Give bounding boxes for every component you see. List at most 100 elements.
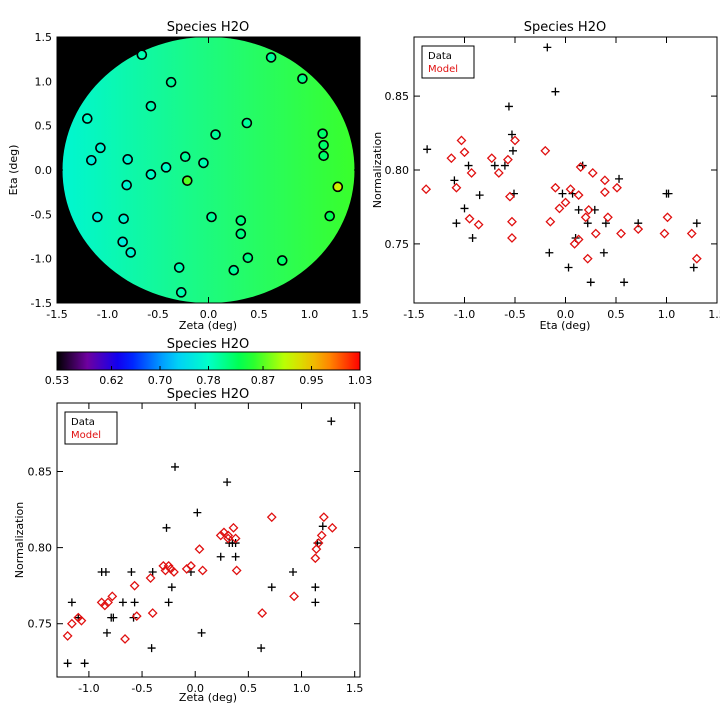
- map-x-tick-label: 0.0: [200, 308, 218, 321]
- eta-data-point: [615, 174, 624, 183]
- zeta-model-point: [223, 533, 234, 544]
- zeta-legend-data: Data: [71, 417, 95, 428]
- map-marker: [86, 154, 97, 166]
- map-x-tick-label: 1.5: [351, 308, 369, 321]
- zeta-model-point: [120, 634, 130, 644]
- zeta-x-tick-label: 1.0: [293, 682, 311, 695]
- eta-x-label: Eta (deg): [540, 319, 591, 332]
- map-marker: [145, 169, 157, 180]
- colorbar-tick-label: 0.95: [299, 374, 324, 387]
- eta-legend-box: [421, 45, 475, 79]
- eta-y-label: Normalization: [371, 132, 384, 208]
- zeta-model-point: [257, 608, 268, 618]
- eta-model-point: [507, 233, 517, 243]
- map-marker: [179, 151, 191, 162]
- eta-data-point: [551, 87, 560, 96]
- eta-model-point: [612, 182, 622, 193]
- zeta-model-point: [223, 530, 234, 541]
- zeta-data-point: [118, 598, 127, 607]
- eta-data-point: [500, 161, 509, 170]
- zeta-model-point: [228, 522, 239, 533]
- zeta-model-point: [310, 553, 321, 564]
- map-panel: Species H2O -1.5 -1.0 -0.5 0.0 0.5 1.0 1.5 -1.…: [7, 20, 369, 332]
- zeta-data-point: [197, 628, 206, 637]
- eta-x-tick-label: -0.5: [504, 308, 525, 321]
- zeta-model-point: [145, 573, 156, 583]
- colorbar-tick-label: 0.70: [148, 374, 173, 387]
- map-marker: [206, 211, 217, 223]
- zeta-data-point: [216, 552, 225, 561]
- eta-data-point: [468, 233, 477, 242]
- eta-model-point: [446, 153, 457, 164]
- zeta-data-point: [148, 567, 157, 576]
- zeta-model-point: [311, 544, 322, 555]
- zeta-data-point: [267, 583, 276, 592]
- eta-y-tick-label: 0.80: [385, 164, 410, 177]
- map-marker: [318, 150, 329, 162]
- zeta-model-point: [107, 591, 118, 602]
- eta-model-point: [686, 228, 697, 239]
- eta-data-point: [452, 219, 461, 228]
- eta-model-point: [459, 147, 470, 158]
- map-x-label: Zeta (deg): [179, 319, 237, 332]
- eta-model-point: [659, 228, 670, 239]
- eta-model-point: [569, 238, 580, 249]
- map-marker: [210, 129, 221, 140]
- eta-data-point: [490, 161, 499, 170]
- map-marker: [121, 179, 132, 191]
- map-y-tick-label: 0.0: [35, 164, 53, 177]
- zeta-data-point: [318, 522, 327, 531]
- zeta-model-point: [194, 544, 205, 555]
- colorbar-tick-label: 0.62: [99, 374, 124, 387]
- colorbar-tick-label: 0.78: [196, 374, 221, 387]
- map-marker: [198, 157, 209, 169]
- zeta-model-point: [131, 611, 142, 622]
- zeta-plot-title: Species H2O: [167, 387, 249, 402]
- map-title: Species H2O: [167, 20, 249, 35]
- map-x-tick-label: -1.0: [97, 308, 118, 321]
- zeta-x-tick-label: -1.0: [78, 682, 99, 695]
- eta-x-tick-label: -1.5: [403, 308, 424, 321]
- zeta-legend-model: Model: [71, 430, 101, 441]
- eta-data-point: [586, 278, 595, 287]
- eta-model-point: [421, 184, 432, 195]
- eta-model-point: [603, 212, 613, 223]
- map-x-tick-label: -0.5: [147, 308, 168, 321]
- eta-data-point: [504, 102, 513, 111]
- eta-data-point: [564, 263, 573, 272]
- map-marker: [122, 154, 133, 165]
- zeta-data-point: [109, 613, 118, 622]
- eta-data-point: [689, 263, 698, 272]
- map-x-axis: -1.5 -1.0 -0.5 0.0 0.5 1.0 1.5: [46, 37, 369, 321]
- eta-model-point: [590, 228, 601, 239]
- eta-legend: Data Model: [421, 45, 475, 79]
- zeta-x-tick-label: -0.5: [131, 682, 152, 695]
- eta-model-point: [616, 228, 626, 239]
- colorbar: Species H2O 0.53 0.62 0.70 0.78 0.87 0.95 1.03: [45, 337, 373, 387]
- eta-data-point: [423, 145, 432, 154]
- zeta-data-point: [311, 583, 320, 592]
- zeta-data-point: [167, 583, 176, 592]
- zeta-data-point: [231, 552, 240, 561]
- map-marker: [117, 236, 128, 248]
- zeta-model-point: [318, 512, 329, 523]
- zeta-x-tick-label: 1.5: [346, 682, 364, 695]
- zeta-model-point: [313, 538, 324, 548]
- map-marker: [165, 76, 177, 88]
- map-marker: [317, 128, 328, 139]
- zeta-model-point: [129, 580, 140, 591]
- zeta-model-point: [147, 608, 158, 618]
- eta-data-point: [450, 176, 459, 185]
- eta-model-point: [691, 253, 702, 264]
- zeta-data-point: [257, 644, 266, 653]
- eta-x-tick-label: 1.5: [708, 308, 720, 321]
- eta-y-axis: 0.75 0.80 0.85: [385, 90, 717, 251]
- colorbar-tick-label: 1.03: [348, 374, 373, 387]
- eta-x-tick-label: -1.0: [454, 308, 475, 321]
- map-y-tick-label: 0.5: [35, 120, 53, 133]
- map-x-tick-label: -1.5: [46, 308, 67, 321]
- eta-model-point: [451, 182, 462, 193]
- map-marker: [297, 73, 308, 84]
- colorbar-ticks: 0.53 0.62 0.70 0.78 0.87 0.95 1.03: [45, 366, 373, 387]
- zeta-data-point: [327, 417, 336, 426]
